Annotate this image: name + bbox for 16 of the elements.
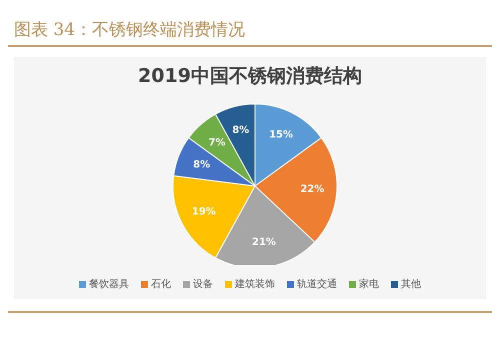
data-label: 21% (252, 237, 276, 248)
legend-label: 其他 (400, 278, 421, 291)
chart-title: 图表 34：不锈钢终端消费情况 (13, 19, 246, 42)
legend-label: 石化 (150, 278, 171, 291)
data-label: 15% (269, 129, 294, 140)
chart-subtitle: 2019中国不锈钢消费结构 (137, 64, 363, 89)
data-label: 22% (300, 184, 324, 196)
legend-label: 建筑装饰 (234, 278, 275, 291)
legend-label: 设备 (192, 278, 213, 291)
legend-label: 轨道交通 (296, 278, 337, 291)
legend-label: 餐饮器具 (88, 278, 129, 291)
data-label: 7% (208, 137, 226, 148)
data-label: 19% (192, 206, 216, 218)
data-label: 8% (193, 159, 210, 170)
data-label: 8% (232, 124, 250, 136)
legend-label: 家电 (358, 278, 379, 291)
